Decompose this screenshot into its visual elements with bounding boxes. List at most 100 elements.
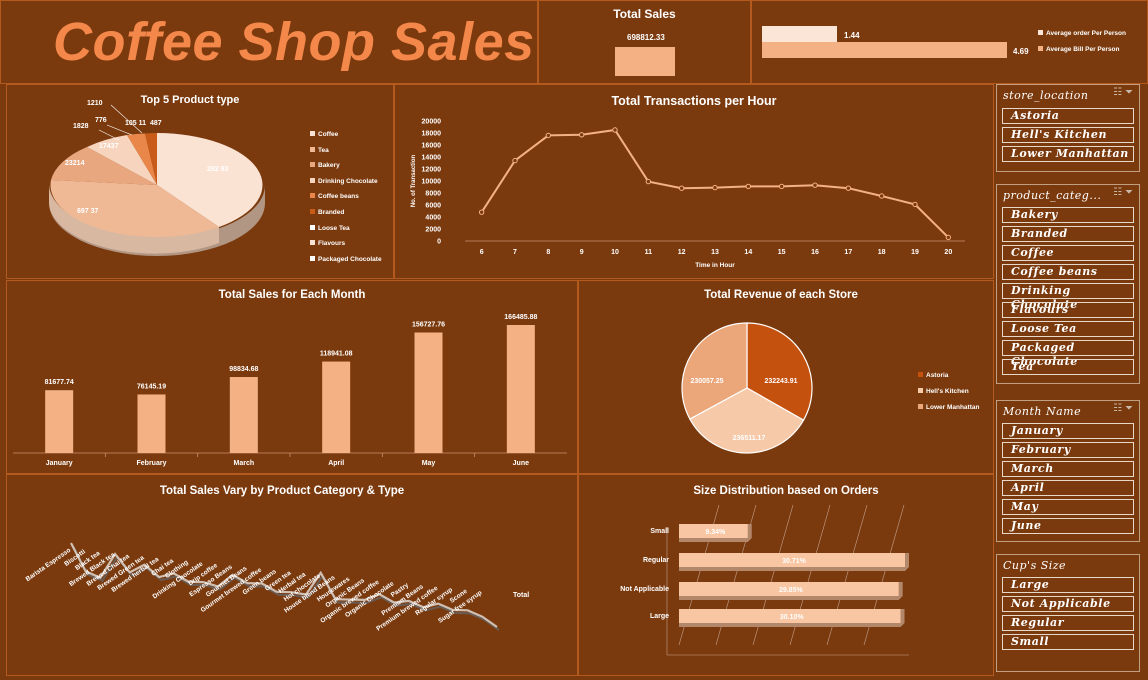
y-tick-label: Small [650, 528, 669, 535]
size-distribution-title: Size Distribution based on Orders [693, 485, 879, 497]
slicer-store-location: store_location ☷ ⏷ Astoria Hell's Kitche… [996, 84, 1140, 172]
slicer-item-february[interactable]: February [1002, 442, 1134, 458]
legend-swatch [918, 372, 923, 377]
top5-title: Top 5 Product type [140, 94, 240, 106]
slicer-item-large[interactable]: Large [1002, 577, 1134, 593]
slicer-item-may[interactable]: May [1002, 499, 1134, 515]
y-axis-title: No. of Transaction [411, 154, 417, 207]
slicer-item-not-applicable[interactable]: Not Applicable [1002, 596, 1134, 612]
multiselect-icon[interactable]: ☷ ⏷ [1113, 403, 1133, 414]
y-tick-label: 0 [437, 239, 441, 246]
legend-avg-order: Average order Per Person [1038, 30, 1126, 37]
x-tick-label: 11 [645, 249, 653, 256]
y-tick-label: 20000 [422, 119, 442, 126]
slicer-product-category: product_categ... ☷ ⏷ Bakery Branded Coff… [996, 184, 1140, 384]
legend-label: Branded [318, 208, 345, 216]
x-tick-label: 12 [678, 249, 686, 256]
legend-swatch [310, 208, 315, 214]
x-tick-label: January [46, 460, 73, 467]
y-tick-label: 2000 [425, 227, 441, 234]
legend-label: Astoria [926, 372, 949, 379]
legend-swatch [918, 404, 923, 409]
slicer-title: Cup's Size [1003, 559, 1067, 572]
slicer-item-drinking-chocolate[interactable]: Drinking Chocolate [1002, 283, 1134, 311]
legend-label: Lower Manhattan [926, 404, 979, 411]
top5-pie-chart: 282 93 697 37 23214 17437 1828 776 1210 … [49, 100, 265, 256]
slicer-item-june[interactable]: June [1002, 518, 1134, 534]
slicer-item-astoria[interactable]: Astoria [1002, 108, 1134, 124]
slicer-title: Month Name [1003, 405, 1082, 418]
data-label: 166485.88 [504, 314, 537, 321]
data-label: 9.34% [705, 529, 726, 536]
data-point [845, 185, 852, 191]
legend-label: Tea [318, 146, 329, 154]
data-label: 156727.76 [412, 322, 445, 329]
data-point [645, 178, 652, 185]
legend-avg-bill-label: Average Bill Per Person [1046, 46, 1120, 53]
pie-label: 487 [150, 120, 162, 127]
total-sales-value: 698812.33 [627, 33, 665, 42]
leader-line [106, 124, 133, 136]
y-tick-label: 10000 [422, 179, 442, 186]
transactions-panel: Total Transactions per Hour 0 2000 4000 600… [394, 84, 994, 279]
data-label: 236511.17 [733, 435, 766, 442]
legend-item: Drinking Chocolate [310, 174, 382, 190]
store-revenue-panel: Total Revenue of each Store 232243.91 236… [578, 280, 994, 474]
slicer-item-loose-tea[interactable]: Loose Tea [1002, 321, 1134, 337]
slicer-item-regular[interactable]: Regular [1002, 615, 1134, 631]
data-point [545, 132, 552, 139]
x-tick-label: Total [513, 592, 529, 599]
slicer-month: Month Name ☷ ⏷ January February March Ap… [996, 400, 1140, 542]
data-point [612, 127, 618, 133]
legend-swatch [310, 240, 315, 246]
bar [679, 524, 748, 538]
multiselect-icon[interactable]: ☷ ⏷ [1113, 187, 1133, 198]
pie-label: 105 11 [125, 120, 146, 127]
x-tick-label: 16 [811, 249, 819, 256]
multiselect-icon[interactable]: ☷ ⏷ [1113, 87, 1133, 98]
top5-panel: Top 5 Product type 282 93 697 37 23214 1… [6, 84, 394, 279]
pie-slice-coffee [157, 133, 263, 227]
series-line [480, 128, 950, 239]
slicer-item-hells-kitchen[interactable]: Hell's Kitchen [1002, 127, 1134, 143]
avg-order-value: 1.44 [844, 31, 860, 40]
transactions-title: Total Transactions per Hour [611, 94, 777, 108]
leader-line [98, 129, 120, 141]
bar [229, 377, 258, 453]
bar [137, 394, 166, 453]
slicer-item-small[interactable]: Small [1002, 634, 1134, 650]
legend-swatch [310, 146, 315, 152]
pie-label: 1210 [87, 100, 103, 107]
x-tick-label: February [137, 460, 167, 467]
data-point [878, 193, 885, 199]
legend-swatch [310, 162, 315, 168]
slicer-title: product_categ... [1003, 189, 1102, 202]
category-type-title: Total Sales Vary by Product Category & T… [159, 485, 405, 497]
slicer-cup-size: Cup's Size Large Not Applicable Regular … [996, 554, 1140, 672]
total-sales-bar [615, 47, 675, 76]
legend-label: Flavours [318, 240, 346, 248]
size-distribution-panel: Size Distribution based on Orders Small 9… [578, 474, 994, 676]
slicer-item-bakery[interactable]: Bakery [1002, 207, 1134, 223]
legend-item: Coffee [310, 127, 382, 143]
y-tick-label: 6000 [425, 203, 441, 210]
slicer-item-tea[interactable]: Tea [1002, 359, 1134, 375]
x-axis-title: Time in Hour [695, 262, 735, 269]
slicer-item-march[interactable]: March [1002, 461, 1134, 477]
legend-swatch [310, 255, 315, 261]
slicer-item-flavours[interactable]: Flavours [1002, 302, 1134, 318]
bar [679, 553, 905, 567]
data-point [512, 157, 518, 164]
pie-label: 697 37 [77, 208, 99, 215]
slicer-item-april[interactable]: April [1002, 480, 1134, 496]
slicer-item-coffee-beans[interactable]: Coffee beans [1002, 264, 1134, 280]
slicer-item-lower-manhattan[interactable]: Lower Manhattan [1002, 146, 1134, 162]
data-point [478, 209, 485, 215]
pie-slice-coffee-beans [127, 133, 157, 185]
slicer-item-coffee[interactable]: Coffee [1002, 245, 1134, 261]
pie-slice-drinking-chocolate [87, 135, 157, 185]
legend-label: Drinking Chocolate [318, 177, 378, 185]
slicer-item-january[interactable]: January [1002, 423, 1134, 439]
slicer-item-branded[interactable]: Branded [1002, 226, 1134, 242]
slicer-item-packaged-chocolate[interactable]: Packaged Chocolate [1002, 340, 1134, 368]
